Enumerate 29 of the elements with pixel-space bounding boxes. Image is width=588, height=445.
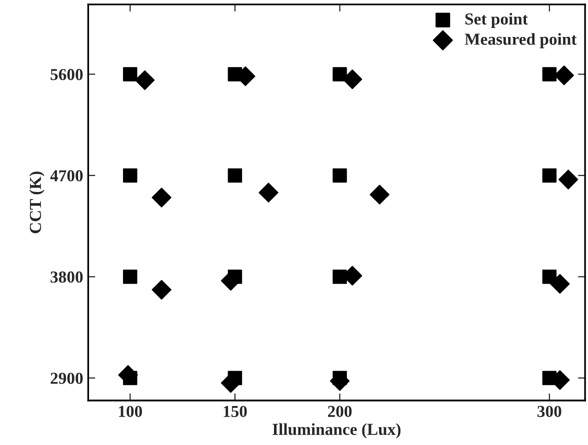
point — [123, 67, 138, 82]
y-tick-label: 5600 — [50, 68, 83, 80]
x-axis-title: Illuminance (Lux) — [272, 423, 400, 438]
point — [332, 270, 347, 284]
point — [228, 168, 242, 183]
point — [123, 168, 138, 183]
x-tick-label: 100 — [118, 406, 142, 418]
point — [332, 168, 347, 183]
legend-label: Measured point — [464, 33, 577, 48]
point — [332, 67, 347, 82]
point — [558, 170, 578, 190]
y-tick-label: 3800 — [50, 271, 83, 283]
point — [123, 270, 138, 284]
legend-label: Set point — [465, 12, 528, 28]
x-tick-label: 200 — [328, 406, 352, 418]
point — [542, 67, 557, 82]
point — [342, 69, 362, 90]
point — [542, 168, 557, 183]
point — [370, 184, 390, 204]
point — [550, 274, 570, 294]
y-tick-label: 2900 — [50, 372, 83, 384]
y-tick-label: 4700 — [50, 170, 83, 182]
point — [152, 280, 172, 300]
point — [258, 182, 278, 202]
x-tick-label: 300 — [538, 406, 562, 418]
x-tick-label: 150 — [224, 406, 247, 418]
point — [152, 188, 172, 208]
y-axis-title: CCT (K) — [29, 172, 44, 234]
point — [134, 70, 155, 90]
